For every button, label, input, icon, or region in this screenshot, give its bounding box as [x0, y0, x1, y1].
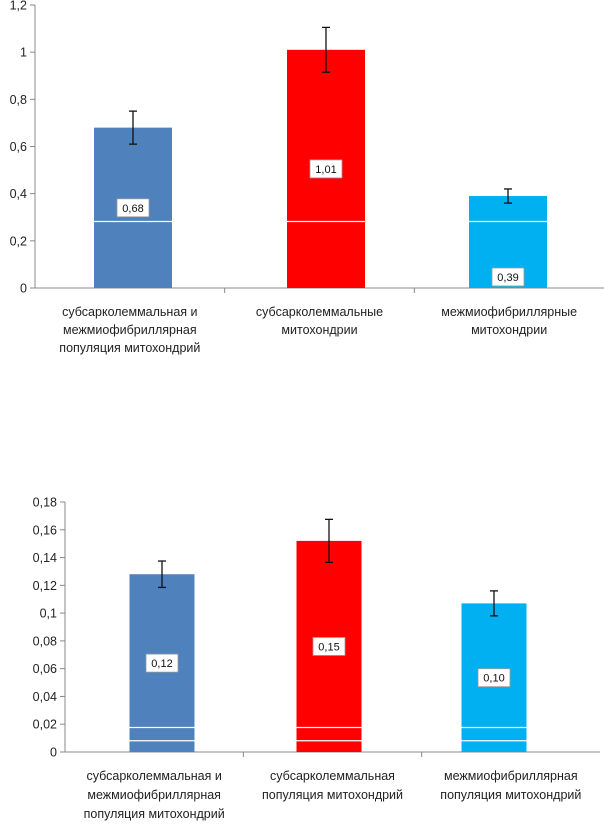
data-label-box — [491, 267, 525, 287]
y-tick-label: 0,4 — [10, 187, 27, 201]
y-tick-label: 0,6 — [10, 140, 27, 154]
y-tick-label: 0,08 — [33, 634, 57, 648]
y-tick-label: 1,2 — [10, 0, 27, 13]
data-label: 0,12 — [151, 658, 172, 670]
category-label: популяция митохондрий — [59, 341, 200, 355]
y-tick-label: 0,02 — [33, 718, 57, 732]
category-label: популяция митохондрий — [262, 788, 403, 802]
y-tick-label: 1 — [20, 46, 27, 60]
category-label: популяция митохондрий — [440, 788, 581, 802]
data-label-box — [145, 653, 179, 673]
category-label: субсарколеммальная и — [62, 305, 197, 319]
data-label-box — [312, 637, 346, 656]
data-label-box — [477, 668, 511, 688]
category-label: субсарколеммальная — [270, 769, 395, 783]
y-tick-label: 0,06 — [33, 662, 57, 676]
y-tick-label: 0,1 — [40, 607, 57, 621]
category-label: популяция митохондрий — [84, 807, 225, 821]
bar-chart-2: 0 0,02 0,04 0,06 0,08 0,1 0,12 0,14 0,16 0,18 0,12… — [33, 496, 600, 821]
y-tick-label: 0,18 — [33, 496, 57, 510]
data-label-box — [309, 159, 343, 179]
y-tick-label: 0,14 — [33, 551, 57, 565]
y-tick-label: 0 — [20, 282, 27, 296]
y-tick-label: 0 — [50, 746, 57, 760]
data-label-box — [116, 198, 150, 218]
y-tick-label: 0,04 — [33, 690, 57, 704]
category-label: межмиофибриллярная — [444, 769, 578, 783]
bar-chart-1: 0 0,2 0,4 0,6 0,8 1 1,2 0,68 субсарколеммальная … — [10, 0, 604, 355]
category-label: митохондрии — [471, 323, 547, 337]
category-label: межмиофибриллярная — [63, 323, 197, 337]
y-tick-label: 0,16 — [33, 523, 57, 537]
category-label: субсарколеммальная и — [86, 769, 221, 783]
data-label: 1,01 — [315, 164, 336, 176]
category-label: межмиофибриллярная — [87, 788, 221, 802]
data-label: 0,15 — [318, 641, 339, 653]
y-tick-label: 0,2 — [10, 234, 27, 248]
category-label: межмиофибриллярные — [441, 305, 577, 319]
data-label: 0,39 — [497, 272, 518, 284]
data-label: 0,10 — [483, 673, 504, 685]
y-tick-label: 0,8 — [10, 93, 27, 107]
category-label: митохондрии — [281, 323, 357, 337]
category-label: субсарколеммальные — [256, 305, 383, 319]
data-label: 0,68 — [122, 203, 143, 215]
y-tick-label: 0,12 — [33, 579, 57, 593]
